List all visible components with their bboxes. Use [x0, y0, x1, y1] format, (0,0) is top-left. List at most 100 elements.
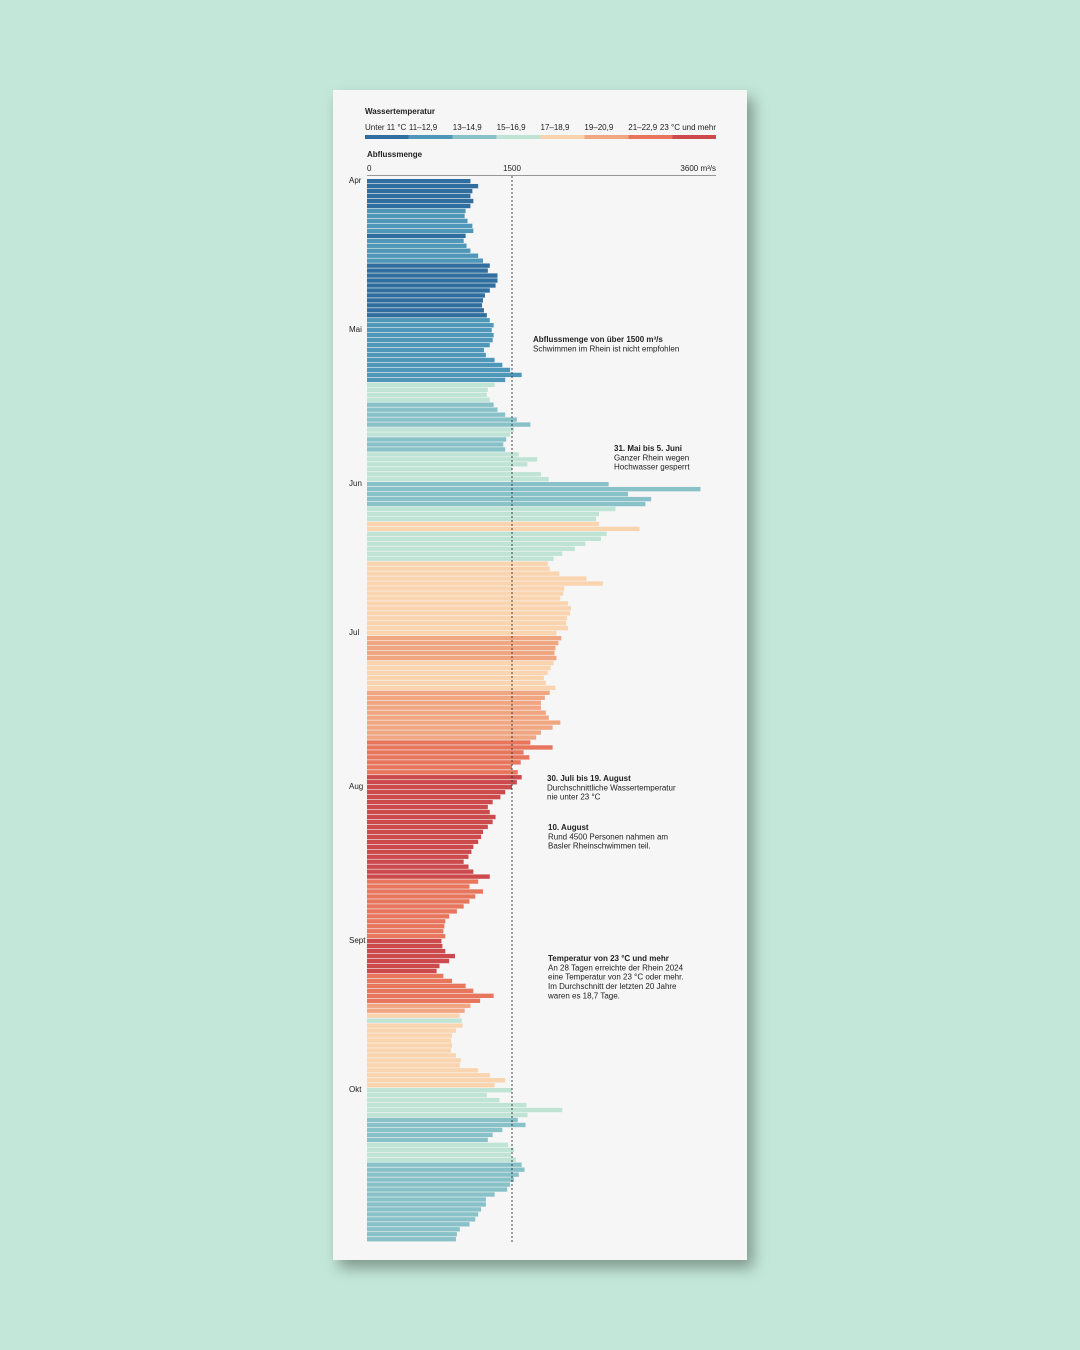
- bar: [367, 422, 531, 427]
- x-tick-label: 0: [367, 164, 372, 173]
- bar: [367, 616, 568, 621]
- legend-swatch: [540, 135, 585, 139]
- bar: [367, 730, 541, 735]
- bar: [367, 581, 603, 586]
- annotation-text: Im Durchschnitt der letzten 20 Jahre: [548, 982, 677, 991]
- bar: [367, 496, 652, 502]
- bar: [367, 789, 506, 795]
- bar: [367, 486, 701, 492]
- legend-label: 19–20,9: [584, 123, 613, 132]
- bar: [367, 556, 554, 561]
- bar: [367, 695, 545, 700]
- bar: [367, 308, 484, 313]
- bar: [367, 243, 467, 248]
- y-tick-label: Aug: [349, 782, 363, 791]
- bar: [367, 621, 567, 626]
- bar: [367, 477, 549, 482]
- bar: [367, 1207, 482, 1212]
- bar: [367, 869, 474, 874]
- bar: [367, 462, 528, 467]
- legend-swatch: [408, 135, 453, 139]
- bar: [367, 1237, 456, 1242]
- bar: [367, 1182, 511, 1187]
- legend-swatch: [496, 135, 541, 139]
- bar: [367, 1028, 456, 1033]
- bar: [367, 705, 541, 710]
- bar: [367, 626, 569, 631]
- bar: [367, 660, 554, 666]
- bar: [367, 278, 498, 283]
- bar: [367, 382, 495, 388]
- bar: [367, 1073, 490, 1078]
- bar: [367, 1048, 452, 1053]
- bar: [367, 1162, 522, 1167]
- bar: [367, 968, 437, 974]
- bar: [367, 342, 490, 348]
- bar: [367, 998, 481, 1003]
- bar: [367, 909, 457, 914]
- bar: [367, 780, 517, 785]
- bar: [367, 1192, 495, 1197]
- bar: [367, 183, 479, 189]
- bar: [367, 854, 469, 859]
- bar: [367, 948, 446, 954]
- bar: [367, 710, 546, 715]
- bar: [367, 1058, 461, 1063]
- legend-label: Unter 11 °C: [365, 123, 407, 132]
- bar: [367, 506, 616, 512]
- bar: [367, 725, 553, 730]
- bar: [367, 904, 464, 909]
- bar: [367, 963, 440, 969]
- legend-swatch: [672, 135, 716, 139]
- bar: [367, 213, 465, 219]
- bar: [367, 218, 468, 224]
- bar: [367, 864, 469, 869]
- bar: [367, 263, 490, 268]
- y-tick-label: Apr: [349, 176, 362, 185]
- bar: [367, 193, 471, 199]
- bar: [367, 198, 474, 204]
- bar: [367, 357, 495, 363]
- bar: [367, 983, 466, 989]
- bar: [367, 834, 482, 840]
- bar: [367, 1053, 456, 1058]
- bar: [367, 1232, 457, 1237]
- bar: [367, 650, 555, 656]
- bar: [367, 655, 557, 661]
- bar: [367, 720, 561, 725]
- bar: [367, 844, 474, 849]
- bar: [367, 337, 493, 343]
- bar: [367, 432, 511, 437]
- bar: [367, 511, 599, 517]
- bar: [367, 1063, 460, 1068]
- bar: [367, 1137, 488, 1143]
- annotation-text: Schwimmen im Rhein ist nicht empfohlen: [533, 344, 679, 353]
- bar: [367, 606, 571, 611]
- bar: [367, 1102, 527, 1108]
- bar: [367, 799, 493, 805]
- legend-swatch: [584, 135, 629, 139]
- bar: [367, 824, 488, 830]
- bar: [367, 392, 487, 397]
- y-tick-label: Okt: [349, 1085, 362, 1094]
- bar: [367, 755, 530, 760]
- bar: [367, 482, 609, 487]
- bar: [367, 367, 511, 373]
- bar: [367, 1132, 493, 1138]
- bar: [367, 283, 496, 288]
- bar: [367, 352, 486, 358]
- bar: [367, 874, 490, 879]
- bar: [367, 293, 485, 298]
- bar: [367, 521, 599, 527]
- bar: [367, 288, 490, 293]
- bar: [367, 1043, 453, 1048]
- annotation-text: waren es 18,7 Tage.: [547, 991, 620, 1000]
- legend-label: 11–12,9: [409, 123, 438, 132]
- legend-swatch: [365, 135, 409, 139]
- bar: [367, 1177, 514, 1182]
- bar: [367, 452, 519, 457]
- x-tick-label: 3600 m³/s: [680, 164, 716, 173]
- bar: [367, 665, 551, 671]
- legend-label: 23 °C und mehr: [660, 123, 716, 132]
